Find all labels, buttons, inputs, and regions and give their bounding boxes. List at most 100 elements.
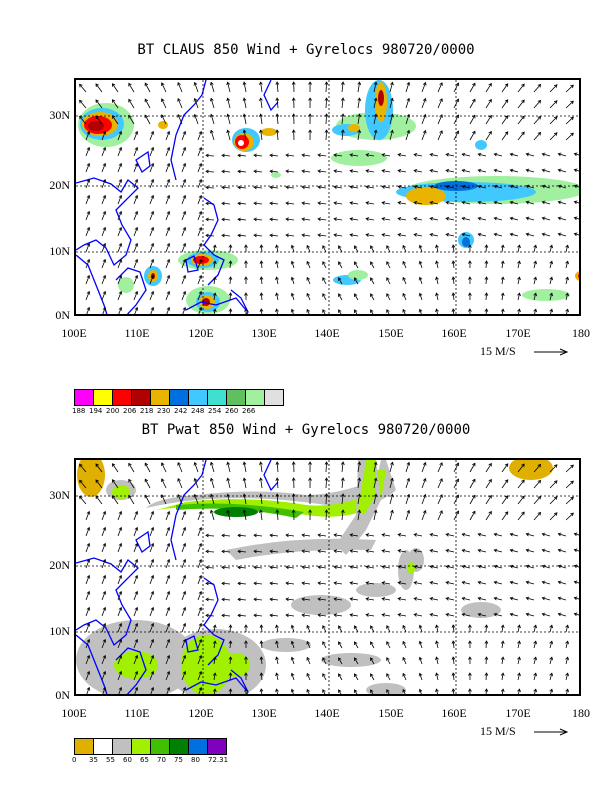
wind-vector-head	[182, 606, 187, 611]
wind-vector	[117, 275, 122, 285]
wind-vector-head	[429, 564, 434, 569]
wind-vector	[533, 84, 541, 93]
wind-vector-head	[390, 477, 394, 482]
wind-vector-head	[226, 113, 230, 118]
wind-vector	[149, 179, 154, 189]
wind-vector-head	[118, 654, 123, 659]
wind-vector-head	[413, 185, 418, 189]
wind-vector	[462, 533, 471, 537]
wind-vector-head	[349, 153, 354, 157]
wind-vector-head	[349, 201, 354, 205]
wind-vector-head	[324, 97, 329, 101]
wind-vector-head	[102, 178, 107, 183]
wind-vector	[194, 462, 199, 473]
wind-vector	[302, 234, 311, 237]
top-scale-label: 15 M/S	[480, 344, 516, 358]
wind-vector	[276, 494, 279, 505]
wind-vector	[270, 186, 279, 189]
wind-vector	[485, 260, 487, 269]
wind-vector	[517, 277, 520, 285]
wind-vector	[260, 114, 263, 125]
wind-vector	[565, 84, 574, 93]
wind-vector	[402, 689, 406, 694]
wind-vector-head	[445, 532, 450, 537]
wind-vector-head	[253, 597, 257, 602]
wind-vector	[437, 82, 443, 93]
wind-vector-head	[150, 542, 155, 547]
wind-vector-head	[182, 258, 187, 263]
wind-vector-head	[308, 477, 312, 481]
top-colorbar-tick-label: 230	[157, 407, 171, 415]
wind-vector	[133, 527, 138, 537]
wind-vector	[205, 154, 215, 157]
wind-vector	[414, 233, 423, 237]
wind-vector-head	[338, 689, 342, 693]
wind-vector	[322, 641, 327, 649]
wind-vector	[350, 598, 359, 601]
wind-vector	[270, 154, 279, 157]
wind-vector-head	[357, 493, 362, 498]
wind-vector-head	[182, 590, 187, 595]
top-map-canvas	[76, 80, 579, 314]
wind-vector-head	[422, 477, 427, 482]
wind-vector-head	[259, 244, 264, 248]
wind-vector-head	[525, 200, 530, 205]
wind-vector-head	[451, 672, 456, 676]
wind-vector-head	[259, 688, 264, 692]
wind-vector-head	[537, 83, 542, 88]
wind-vector	[227, 130, 231, 141]
wind-vector-head	[429, 232, 434, 237]
wind-vector-head	[166, 258, 171, 263]
wind-vector-head	[205, 233, 209, 238]
wind-vector	[446, 201, 455, 205]
wind-vector	[260, 276, 263, 285]
wind-vector-head	[221, 549, 225, 554]
wind-vector	[237, 186, 247, 189]
wind-vector	[101, 195, 106, 205]
wind-vector	[144, 495, 151, 505]
wind-vector-head	[134, 558, 139, 563]
wind-vector	[334, 170, 343, 173]
wind-vector	[270, 234, 279, 237]
wind-vector-head	[301, 185, 305, 190]
wind-vector-head	[365, 201, 370, 205]
wind-vector	[469, 131, 476, 141]
wind-vector-head	[451, 276, 456, 280]
wind-vector-head	[565, 688, 569, 693]
wind-vector-head	[406, 97, 411, 102]
wind-vector-head	[221, 613, 225, 618]
wind-vector	[101, 131, 106, 141]
wind-vector-head	[333, 597, 338, 601]
wind-vector	[478, 597, 487, 601]
wind-vector	[166, 307, 170, 314]
wind-vector	[334, 186, 343, 189]
wind-vector-head	[402, 688, 406, 693]
wind-vector	[430, 233, 439, 237]
wind-vector	[181, 179, 186, 189]
wind-vector	[389, 462, 393, 473]
wind-vector-head	[402, 276, 406, 281]
wind-vector	[436, 261, 439, 269]
top-colorbar-tick-label: 248	[191, 407, 205, 415]
wind-vector	[237, 234, 247, 237]
wind-vector-head	[541, 152, 546, 157]
wind-vector-head	[322, 673, 326, 677]
wind-vector	[366, 154, 375, 157]
wind-vector-head	[439, 494, 443, 498]
wind-vector	[510, 533, 519, 537]
wind-vector-head	[525, 216, 530, 221]
wind-vector	[161, 98, 167, 109]
wind-vector-head	[504, 495, 509, 499]
wind-vector-head	[557, 168, 562, 173]
wind-vector	[210, 114, 215, 125]
wind-vector	[501, 245, 504, 253]
wind-vector	[414, 597, 423, 601]
wind-vector-head	[349, 565, 354, 569]
wind-vector	[325, 493, 327, 505]
wind-vector-head	[134, 306, 139, 311]
wind-vector	[149, 527, 154, 537]
wind-vector	[101, 559, 106, 569]
wind-vector	[414, 169, 423, 173]
wind-vector-head	[111, 495, 116, 499]
wind-vector	[149, 559, 154, 569]
